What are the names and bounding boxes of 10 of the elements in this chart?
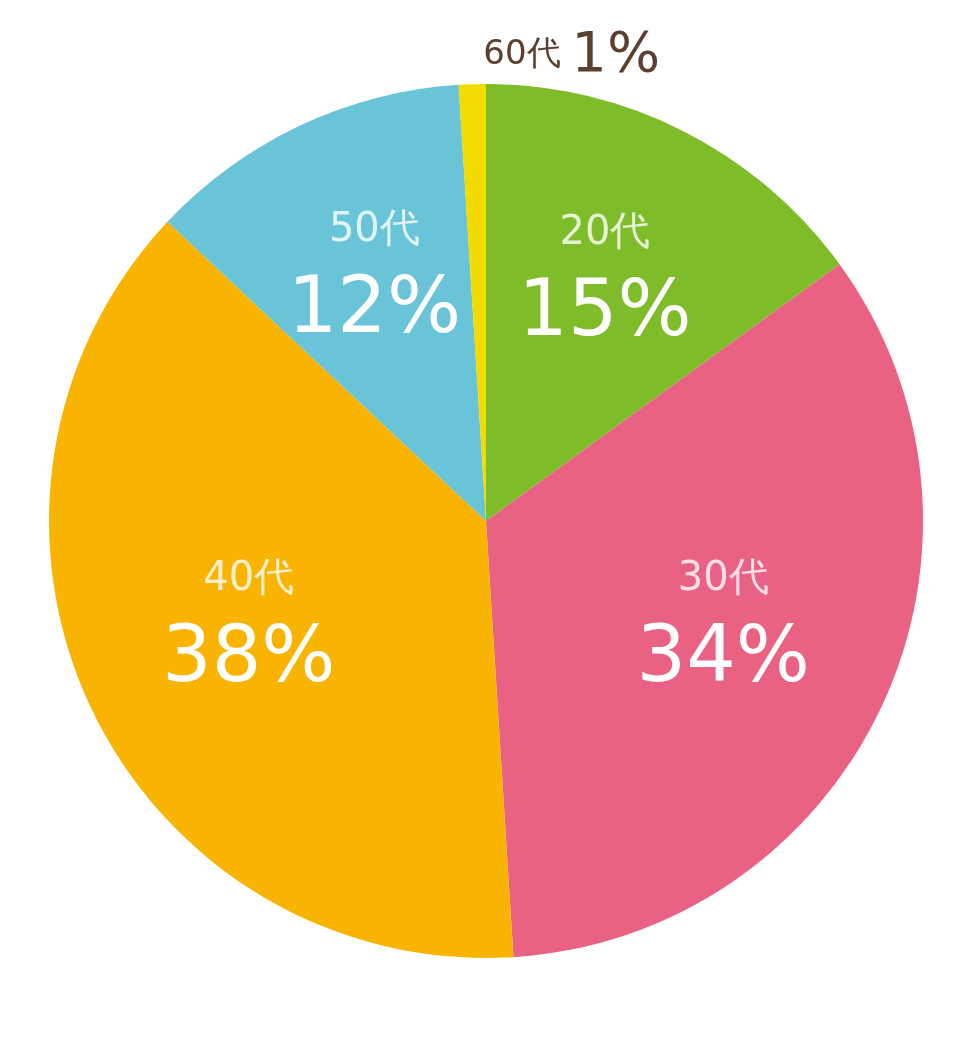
data-label: 34% — [636, 608, 810, 699]
data-label: 1% — [571, 19, 661, 85]
data-label: 38% — [162, 608, 336, 699]
slice-label: 30代 — [677, 552, 769, 599]
slice-label: 40代 — [203, 552, 295, 599]
data-label: 12% — [287, 259, 462, 350]
slice-label: 50代 — [328, 203, 420, 250]
slice-label: 20代 — [559, 207, 651, 254]
slice-label: 60代 — [483, 32, 561, 73]
data-label: 15% — [518, 263, 692, 354]
